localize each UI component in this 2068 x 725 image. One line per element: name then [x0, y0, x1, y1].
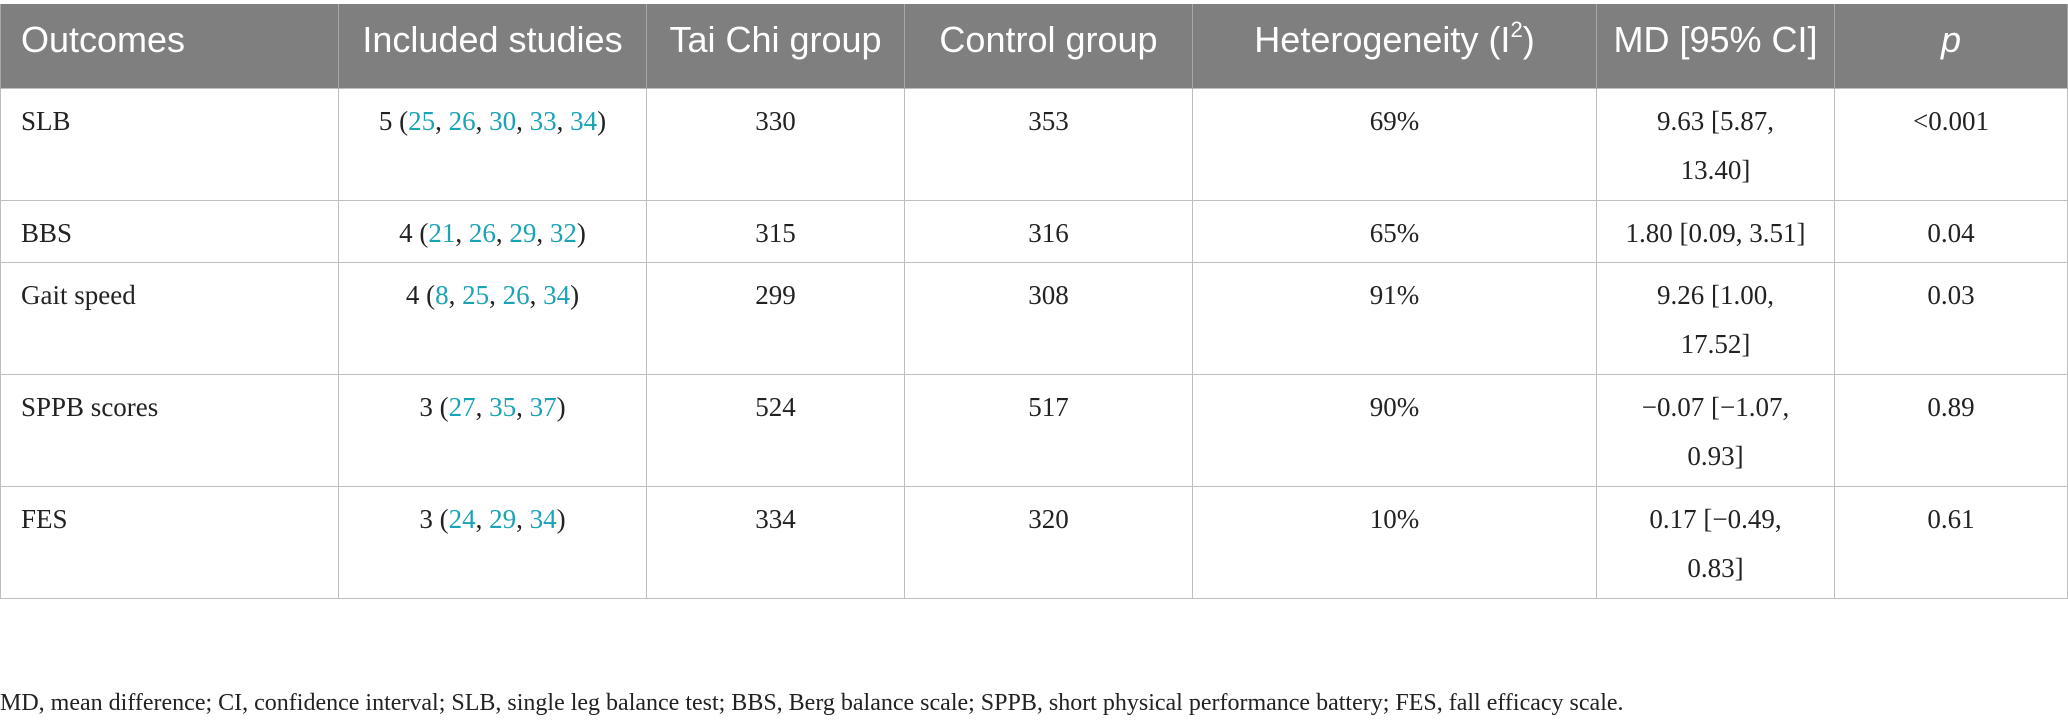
outcome-cell: BBS: [0, 199, 339, 263]
included-studies-cell: 3 (27, 35, 37): [338, 373, 647, 487]
results-table: Outcomes Included studies Tai Chi group …: [0, 4, 2068, 599]
table-row: SLB 5 (25, 26, 30, 33, 34) 330 353 69% 9.63 […: [0, 87, 2068, 201]
table-header-row: Outcomes Included studies Tai Chi group …: [0, 4, 2068, 88]
studies-count: 5: [378, 105, 393, 136]
studies-count: 4: [399, 217, 413, 248]
header-md-ci: MD [95% CI]: [1596, 4, 1835, 88]
header-heterogeneity: Heterogeneity (I2): [1192, 4, 1597, 88]
reference-link[interactable]: 26: [448, 105, 476, 136]
heterogeneity-cell: 10%: [1192, 485, 1597, 599]
md-ci-cell: 0.17 [−0.49, 0.83]: [1596, 485, 1835, 599]
outcome-cell: SPPB scores: [0, 373, 339, 487]
outcome-cell: Gait speed: [0, 261, 339, 375]
heterogeneity-cell: 69%: [1192, 87, 1597, 201]
reference-link[interactable]: 34: [529, 503, 557, 534]
included-studies-cell: 3 (24, 29, 34): [338, 485, 647, 599]
reference-link[interactable]: 8: [435, 279, 449, 310]
tai-chi-group-cell: 315: [646, 199, 905, 263]
tai-chi-group-cell: 330: [646, 87, 905, 201]
table-row: SPPB scores 3 (27, 35, 37) 524 517 90% −0.07 …: [0, 373, 2068, 487]
md-ci-line: 0.17 [−0.49,: [1649, 503, 1782, 534]
p-value-cell: 0.04: [1834, 199, 2068, 263]
md-ci-cell: 9.63 [5.87, 13.40]: [1596, 87, 1835, 201]
reference-link[interactable]: 34: [543, 279, 571, 310]
p-value-cell: <0.001: [1834, 87, 2068, 201]
table-row: FES 3 (24, 29, 34) 334 320 10% 0.17 [−0.49, 0.…: [0, 485, 2068, 599]
header-p-value: p: [1834, 4, 2068, 88]
included-studies-cell: 5 (25, 26, 30, 33, 34): [338, 87, 647, 201]
p-value-cell: 0.03: [1834, 261, 2068, 375]
heterogeneity-cell: 90%: [1192, 373, 1597, 487]
outcome-cell: SLB: [0, 87, 339, 201]
md-ci-line: 17.52]: [1680, 328, 1751, 359]
reference-link[interactable]: 25: [408, 105, 436, 136]
reference-link[interactable]: 29: [509, 217, 537, 248]
header-heterogeneity-superscript: 2: [1510, 17, 1523, 42]
control-group-cell: 308: [904, 261, 1193, 375]
heterogeneity-cell: 65%: [1192, 199, 1597, 263]
header-tai-chi-group: Tai Chi group: [646, 4, 905, 88]
table-body: SLB 5 (25, 26, 30, 33, 34) 330 353 69% 9.63 […: [0, 87, 2068, 599]
md-ci-line: 0.93]: [1687, 440, 1744, 471]
md-ci-cell: −0.07 [−1.07, 0.93]: [1596, 373, 1835, 487]
md-ci-cell: 9.26 [1.00, 17.52]: [1596, 261, 1835, 375]
control-group-cell: 316: [904, 199, 1193, 263]
header-outcomes: Outcomes: [0, 4, 339, 88]
table-row: Gait speed 4 (8, 25, 26, 34) 299 308 91% 9.26…: [0, 261, 2068, 375]
studies-count: 3: [419, 391, 433, 422]
md-ci-line: 9.26 [1.00,: [1657, 279, 1774, 310]
reference-link[interactable]: 34: [570, 105, 598, 136]
outcome-cell: FES: [0, 485, 339, 599]
header-heterogeneity-prefix: Heterogeneity (I: [1254, 19, 1511, 60]
md-ci-line: 9.63 [5.87,: [1657, 105, 1774, 136]
reference-link[interactable]: 21: [428, 217, 456, 248]
reference-link[interactable]: 32: [549, 217, 577, 248]
reference-link[interactable]: 26: [468, 217, 496, 248]
md-ci-line: 1.80 [0.09, 3.51]: [1625, 217, 1806, 248]
reference-link[interactable]: 37: [529, 391, 557, 422]
included-studies-cell: 4 (21, 26, 29, 32): [338, 199, 647, 263]
p-value-cell: 0.61: [1834, 485, 2068, 599]
studies-count: 3: [419, 503, 433, 534]
header-included-studies: Included studies: [338, 4, 647, 88]
table-footnote: MD, mean difference; CI, confidence inte…: [0, 690, 1624, 716]
included-studies-cell: 4 (8, 25, 26, 34): [338, 261, 647, 375]
md-ci-cell: 1.80 [0.09, 3.51]: [1596, 199, 1835, 263]
reference-link[interactable]: 33: [529, 105, 557, 136]
heterogeneity-cell: 91%: [1192, 261, 1597, 375]
reference-link[interactable]: 27: [448, 391, 476, 422]
table-row: BBS 4 (21, 26, 29, 32) 315 316 65% 1.80 [0.09…: [0, 199, 2068, 263]
md-ci-line: −0.07 [−1.07,: [1641, 391, 1790, 422]
reference-link[interactable]: 30: [489, 105, 517, 136]
tai-chi-group-cell: 334: [646, 485, 905, 599]
header-heterogeneity-suffix: ): [1522, 19, 1535, 60]
md-ci-line: 0.83]: [1687, 552, 1744, 583]
tai-chi-group-cell: 299: [646, 261, 905, 375]
control-group-cell: 517: [904, 373, 1193, 487]
md-ci-line: 13.40]: [1680, 154, 1751, 185]
control-group-cell: 320: [904, 485, 1193, 599]
header-control-group: Control group: [904, 4, 1193, 88]
reference-link[interactable]: 29: [489, 503, 517, 534]
tai-chi-group-cell: 524: [646, 373, 905, 487]
reference-link[interactable]: 26: [502, 279, 530, 310]
p-value-cell: 0.89: [1834, 373, 2068, 487]
reference-link[interactable]: 24: [448, 503, 476, 534]
reference-link[interactable]: 35: [489, 391, 517, 422]
reference-link[interactable]: 25: [462, 279, 490, 310]
control-group-cell: 353: [904, 87, 1193, 201]
studies-count: 4: [405, 279, 420, 310]
